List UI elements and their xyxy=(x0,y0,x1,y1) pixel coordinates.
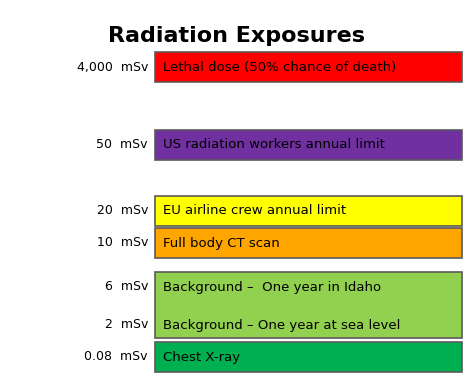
Text: Radiation Exposures: Radiation Exposures xyxy=(109,26,365,46)
Text: Background –  One year in Idaho: Background – One year in Idaho xyxy=(163,280,381,294)
Text: EU airline crew annual limit: EU airline crew annual limit xyxy=(163,204,346,218)
Text: Lethal dose (50% chance of death): Lethal dose (50% chance of death) xyxy=(163,60,396,74)
Text: 10  mSv: 10 mSv xyxy=(97,236,148,250)
Text: Full body CT scan: Full body CT scan xyxy=(163,236,280,250)
Bar xyxy=(155,272,462,338)
Text: 50  mSv: 50 mSv xyxy=(97,138,148,152)
Text: 0.08  mSv: 0.08 mSv xyxy=(84,351,148,363)
Bar xyxy=(155,52,462,82)
Bar xyxy=(155,342,462,372)
Text: 2  mSv: 2 mSv xyxy=(105,319,148,331)
Text: Background – One year at sea level: Background – One year at sea level xyxy=(163,319,401,331)
Text: 4,000  mSv: 4,000 mSv xyxy=(77,60,148,74)
Bar xyxy=(155,228,462,258)
Text: US radiation workers annual limit: US radiation workers annual limit xyxy=(163,138,385,152)
Bar xyxy=(155,130,462,160)
Text: 6  mSv: 6 mSv xyxy=(105,280,148,294)
Text: 20  mSv: 20 mSv xyxy=(97,204,148,218)
Bar xyxy=(155,196,462,226)
Text: Chest X-ray: Chest X-ray xyxy=(163,351,240,363)
